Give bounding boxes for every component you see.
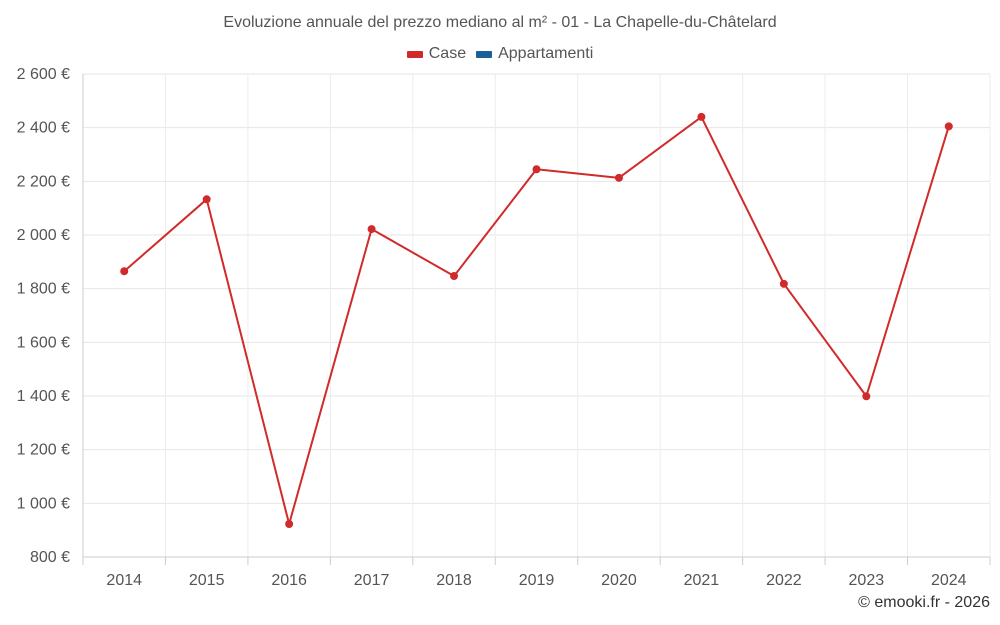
legend-label-case: Case [428,45,467,62]
x-tick-label: 2021 [684,572,720,589]
data-point[interactable] [697,112,706,121]
x-tick-label: 2022 [766,572,802,589]
data-point[interactable] [202,195,211,204]
y-tick-label: 1 400 € [17,388,70,405]
y-tick-label: 2 400 € [17,120,70,137]
y-tick-label: 1 000 € [17,495,70,512]
series-layer [120,112,953,528]
data-point[interactable] [367,225,376,234]
x-tick-label: 2020 [601,572,637,589]
x-tick-label: 2024 [931,572,967,589]
data-point[interactable] [614,173,623,182]
data-point[interactable] [862,392,871,401]
grid-layer [83,73,991,557]
x-tick-label: 2014 [106,572,142,589]
legend-item-case[interactable]: Case [406,45,467,63]
y-tick-label: 1 600 € [17,334,70,351]
data-point[interactable] [120,267,129,276]
x-tick-label: 2018 [436,572,472,589]
legend-label-appartamenti: Appartamenti [498,45,594,62]
x-tick-label: 2016 [271,572,307,589]
legend-swatch-appartamenti [476,50,493,58]
axis-layer: 800 € 1 000 € 1 200 € 1 400 € 1 600 € 1 800 €… [17,66,991,589]
y-tick-label: 1 800 € [17,281,70,298]
x-tick-label: 2017 [354,572,390,589]
data-point[interactable] [285,519,294,528]
data-point[interactable] [944,122,953,131]
credit-text: © emooki.fr - 2026 [858,594,990,611]
x-tick-label: 2015 [189,572,225,589]
chart-title: Evoluzione annuale del prezzo mediano al… [223,14,777,31]
y-tick-label: 2 000 € [17,227,70,244]
data-point[interactable] [779,279,788,288]
y-tick-label: 2 200 € [17,173,70,190]
legend-swatch-case [406,50,423,58]
data-point[interactable] [450,272,459,281]
x-tick-label: 2023 [849,572,885,589]
chart-legend: Case Appartamenti [0,45,1000,63]
y-tick-label: 2 600 € [17,66,70,83]
x-tick-label: 2019 [519,572,555,589]
y-tick-label: 1 200 € [17,442,70,459]
y-tick-label: 800 € [30,549,70,566]
data-point[interactable] [532,165,541,174]
legend-item-appartamenti[interactable]: Appartamenti [476,45,593,63]
